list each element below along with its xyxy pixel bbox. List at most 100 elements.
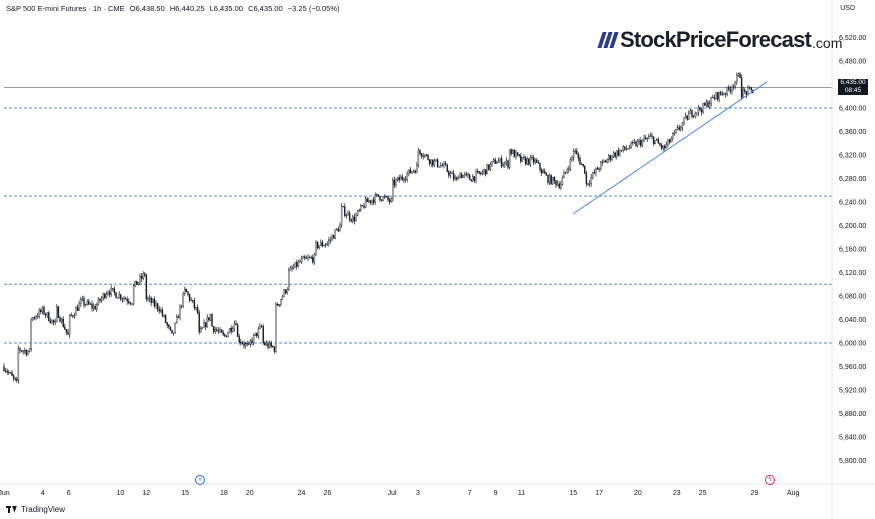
candle-body — [196, 307, 199, 313]
candle-body — [659, 143, 661, 146]
candle-body — [342, 206, 344, 208]
candle-body — [675, 129, 677, 133]
candle-body — [232, 328, 234, 332]
candle-body — [448, 171, 450, 176]
candle-body — [572, 151, 575, 158]
candle-body — [91, 303, 93, 309]
candle-body — [137, 281, 140, 286]
candle-body — [480, 173, 482, 175]
x-axis[interactable]: Jun 4 6 10 12 15 18 20 24 26 Jul 3 7 9 11 15 17 20 23 25 29 A… — [0, 490, 800, 497]
candle-body — [544, 170, 546, 174]
candle-body — [156, 303, 159, 310]
candle-body — [320, 242, 322, 246]
candle-body — [688, 113, 690, 120]
candle-body — [209, 314, 212, 321]
candle-body — [329, 239, 332, 241]
candle-body — [403, 178, 405, 181]
tradingview-footer[interactable]: TradingView — [6, 505, 65, 514]
candle-body — [246, 343, 248, 345]
candle-body — [422, 155, 424, 157]
candle-body — [644, 137, 647, 140]
candle-body — [38, 309, 40, 317]
candle-body — [286, 289, 288, 294]
candle-body — [731, 87, 733, 92]
candle-body — [20, 350, 23, 352]
candle-body — [200, 328, 202, 333]
candle-body — [691, 110, 693, 117]
candle-body — [478, 171, 480, 174]
candle-body — [560, 184, 562, 188]
candle-body — [438, 166, 440, 168]
candle-body — [139, 275, 141, 283]
candle-body — [233, 323, 236, 329]
candle-body — [166, 322, 168, 326]
candle-body — [574, 150, 576, 152]
candle-body — [660, 144, 663, 149]
candle-body — [81, 298, 84, 301]
candle-body — [60, 318, 63, 322]
candle-body — [8, 372, 10, 374]
candle-body — [172, 332, 175, 334]
candle-body — [243, 343, 245, 346]
candle-body — [68, 314, 71, 335]
candle-body — [112, 288, 114, 290]
candle-body — [368, 200, 370, 202]
candle-body — [561, 177, 564, 185]
candle-body — [145, 275, 148, 300]
candle-body — [313, 253, 316, 263]
candle-body — [444, 163, 447, 166]
candle-body — [678, 127, 680, 130]
candle-body — [425, 154, 428, 156]
candle-body — [539, 162, 541, 170]
x-tick-label: 12 — [142, 490, 150, 497]
candle-body — [398, 177, 400, 181]
symbol-name[interactable]: S&P 500 E-mini Futures · 1h · CME — [6, 4, 125, 13]
candle-body — [131, 303, 133, 305]
change-value: −3.25 (−0.05%) — [287, 4, 340, 13]
candle-body — [216, 329, 218, 331]
trendline[interactable] — [572, 81, 768, 215]
calendar-event-icon[interactable]: » — [195, 475, 205, 485]
candle-body — [345, 214, 348, 216]
candle-body — [476, 171, 479, 173]
candle-body — [30, 319, 32, 349]
symbol-header[interactable]: S&P 500 E-mini Futures · 1h · CME O6,438… — [6, 4, 342, 13]
candle-body — [169, 326, 172, 331]
y-tick-label: 6,520.00 — [839, 35, 866, 42]
candle-body — [555, 180, 557, 186]
candle-body — [97, 298, 100, 305]
candle-body — [638, 140, 640, 142]
candle-body — [84, 304, 87, 306]
candle-body — [353, 216, 356, 222]
candle-body — [281, 296, 284, 300]
candle-body — [268, 342, 271, 348]
candle-body — [563, 172, 565, 179]
y-tick-label: 6,400.00 — [839, 106, 866, 113]
candle-body — [41, 307, 44, 313]
y-axis[interactable]: 5,800.00 5,840.00 5,880.00 5,920.00 5,960.00… — [839, 35, 866, 465]
candle-body — [94, 306, 96, 310]
candle-body — [272, 345, 274, 348]
candle-body — [600, 162, 602, 170]
candle-body — [67, 331, 69, 335]
candle-body — [126, 298, 128, 302]
candle-body — [294, 262, 296, 268]
y-tick-label: 6,360.00 — [839, 129, 866, 136]
candle-body — [459, 173, 461, 178]
lightning-event-icon[interactable]: ϟ — [765, 475, 775, 485]
currency-label[interactable]: USD — [840, 5, 855, 12]
candle-body — [608, 155, 610, 160]
candle-body — [164, 315, 167, 323]
candle-body — [308, 257, 311, 259]
candle-body — [540, 169, 543, 174]
candle-body — [265, 342, 268, 346]
candle-body — [104, 293, 106, 298]
candle-body — [590, 176, 592, 184]
candle-body — [235, 323, 237, 325]
candle-body — [49, 320, 52, 323]
candle-body — [204, 322, 207, 328]
candle-body — [603, 160, 605, 162]
candle-body — [622, 146, 624, 151]
candle-body — [238, 336, 240, 343]
